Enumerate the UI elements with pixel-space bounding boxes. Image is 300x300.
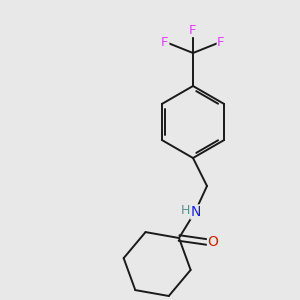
Text: H: H: [180, 203, 190, 217]
Text: F: F: [217, 37, 225, 50]
Text: O: O: [208, 235, 218, 249]
Text: N: N: [191, 205, 201, 219]
Text: F: F: [161, 37, 169, 50]
Text: F: F: [189, 23, 197, 37]
